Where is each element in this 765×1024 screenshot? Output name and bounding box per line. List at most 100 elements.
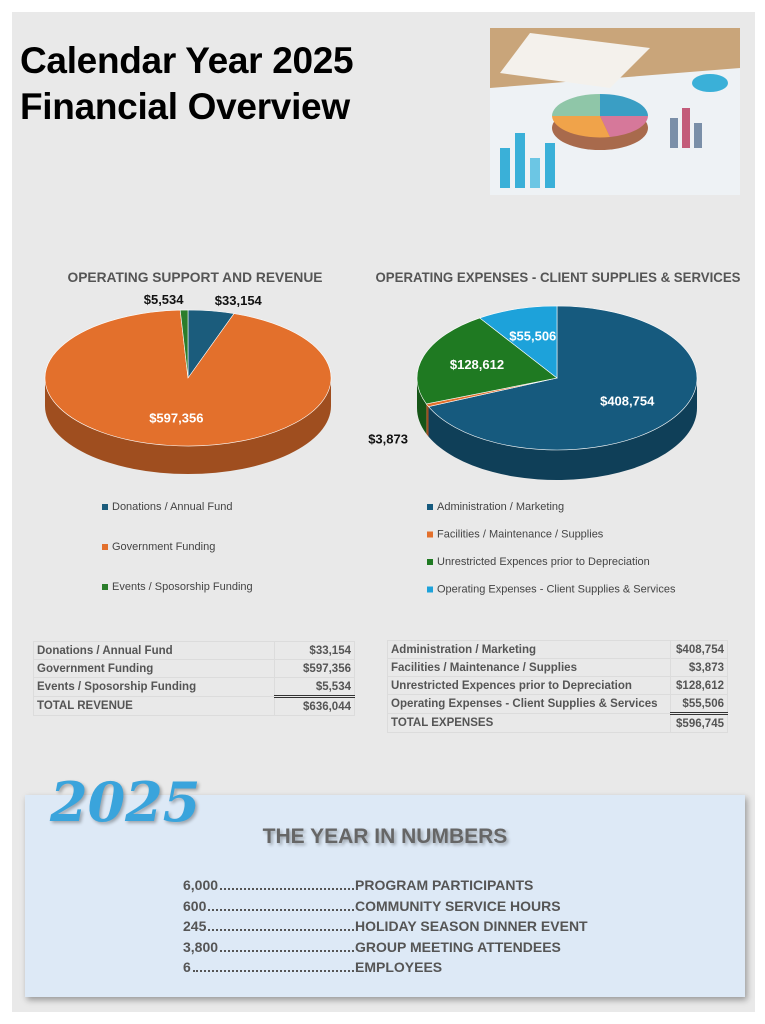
photo-pie bbox=[552, 116, 610, 138]
amount-cell: $33,154 bbox=[274, 641, 355, 660]
legend-label: Administration / Marketing bbox=[437, 501, 564, 513]
amount-cell: $55,506 bbox=[670, 694, 728, 715]
label-cell: Government Funding bbox=[32, 659, 276, 678]
photo-pie bbox=[600, 94, 648, 116]
photo-bar bbox=[694, 123, 702, 148]
slice bbox=[479, 305, 558, 379]
dot-leader bbox=[208, 918, 354, 931]
legend-marker bbox=[427, 586, 433, 593]
number: 3,800 bbox=[183, 938, 219, 955]
table-row: Operating Expenses - Client Supplies & S… bbox=[386, 694, 728, 715]
number-row: 245 HOLIDAY SEASON DINNER EVENT bbox=[183, 918, 588, 939]
legend-label: Unrestricted Expences prior to Depreciat… bbox=[437, 556, 650, 568]
total-row: TOTAL EXPENSES $596,745 bbox=[386, 713, 728, 733]
page-title: Calendar Year 2025 Financial Overview bbox=[20, 38, 354, 130]
number-cell: 6 bbox=[183, 959, 355, 975]
data-label: $128,612 bbox=[450, 357, 504, 372]
amount-cell: $128,612 bbox=[670, 676, 728, 695]
photo-paper bbox=[500, 33, 650, 88]
number-label: PROGRAM PARTICIPANTS bbox=[355, 877, 534, 893]
number: 6 bbox=[183, 959, 191, 975]
data-label: $55,506 bbox=[509, 329, 556, 344]
year-in-numbers: THE YEAR IN NUMBERS 6,000 PROGRAM PARTICI… bbox=[25, 795, 745, 997]
label-cell: Administration / Marketing bbox=[386, 640, 672, 659]
number: 6,000 bbox=[183, 877, 219, 893]
dot-leader bbox=[220, 939, 354, 952]
photo-bar bbox=[530, 158, 540, 188]
photo bbox=[490, 28, 740, 195]
expense-table: Administration / Marketing $408,754 Facili… bbox=[386, 640, 728, 733]
label-cell: Unrestricted Expences prior to Depreciat… bbox=[386, 676, 672, 695]
number-cell: 600 bbox=[183, 898, 355, 914]
title-line: Calendar Year 2025 bbox=[20, 40, 354, 81]
amount-cell: $597,356 bbox=[274, 659, 355, 678]
photo-pie bbox=[600, 116, 648, 137]
legend-label: Government Funding bbox=[112, 541, 215, 553]
legend-label: Donations / Annual Fund bbox=[112, 501, 232, 513]
number-cell: 3,800 bbox=[183, 939, 355, 955]
total-label: TOTAL REVENUE bbox=[32, 696, 276, 716]
table-row: Events / Sposorship Funding $5,534 bbox=[32, 677, 355, 698]
label-cell: Donations / Annual Fund bbox=[32, 641, 276, 660]
legend-label: Operating Expenses - Client Supplies & S… bbox=[437, 584, 676, 596]
title-line: Financial Overview bbox=[20, 86, 350, 127]
number: 600 bbox=[183, 897, 207, 914]
total-row: TOTAL REVENUE $636,044 bbox=[32, 696, 355, 716]
dot-leader bbox=[192, 959, 354, 972]
number-cell: 6,000 bbox=[183, 877, 355, 893]
photo-bar bbox=[515, 133, 525, 188]
section-title: THE YEAR IN NUMBERS bbox=[262, 825, 508, 848]
amount-cell: $5,534 bbox=[274, 677, 355, 698]
data-label: $33,154 bbox=[215, 293, 263, 308]
slice-side bbox=[45, 378, 331, 474]
total-amount: $596,745 bbox=[670, 713, 728, 733]
number-label: EMPLOYEES bbox=[355, 959, 443, 975]
data-label: $3,873 bbox=[368, 431, 408, 446]
number-label: GROUP MEETING ATTENDEES bbox=[355, 938, 561, 955]
year-badge: 2025 bbox=[50, 770, 201, 834]
data-label: $5,534 bbox=[144, 292, 185, 307]
table-row: Administration / Marketing $408,754 bbox=[386, 640, 728, 659]
legend-marker bbox=[102, 544, 108, 550]
chart-title: OPERATING EXPENSES - CLIENT SUPPLIES & S… bbox=[376, 269, 741, 285]
photo-bar bbox=[670, 118, 678, 148]
number-row: 6,000 PROGRAM PARTICIPANTS bbox=[183, 877, 588, 898]
number: 245 bbox=[183, 918, 207, 934]
legend-marker bbox=[102, 584, 108, 590]
amount-cell: $408,754 bbox=[670, 640, 728, 659]
number-row: 600 COMMUNITY SERVICE HOURS bbox=[183, 898, 588, 919]
number-row: 6 EMPLOYEES bbox=[183, 959, 588, 980]
slice bbox=[416, 317, 558, 405]
legend-marker bbox=[427, 559, 433, 565]
number-label: COMMUNITY SERVICE HOURS bbox=[355, 897, 561, 914]
photo-pie bbox=[552, 94, 600, 116]
label-cell: Events / Sposorship Funding bbox=[32, 677, 276, 697]
legend-marker bbox=[427, 531, 433, 538]
photo-bar bbox=[545, 143, 555, 188]
photo-bar bbox=[500, 148, 510, 188]
dot-leader bbox=[208, 898, 354, 911]
table-row: Government Funding $597,356 bbox=[32, 659, 355, 678]
revenue-table: Donations / Annual Fund $33,154 Government… bbox=[32, 641, 355, 716]
legend-label: Facilities / Maintenance / Supplies bbox=[437, 529, 604, 541]
slice-side bbox=[426, 403, 429, 437]
legend-label: Events / Sposorship Funding bbox=[112, 581, 253, 593]
number-cell: 245 bbox=[183, 918, 355, 934]
slice bbox=[44, 309, 332, 447]
data-label: $597,356 bbox=[149, 410, 203, 425]
label-cell: Operating Expenses - Client Supplies & S… bbox=[386, 694, 672, 714]
legend-marker bbox=[427, 504, 433, 510]
photo-bar bbox=[682, 108, 690, 148]
slice bbox=[179, 309, 189, 379]
chart-title: OPERATING SUPPORT AND REVENUE bbox=[68, 269, 323, 285]
number-label: HOLIDAY SEASON DINNER EVENT bbox=[355, 918, 588, 934]
table-row: Facilities / Maintenance / Supplies $3,87… bbox=[386, 658, 728, 677]
total-amount: $636,044 bbox=[274, 696, 355, 716]
data-label: $408,754 bbox=[600, 394, 655, 409]
amount-cell: $3,873 bbox=[670, 658, 728, 677]
label-cell: Facilities / Maintenance / Supplies bbox=[386, 658, 672, 677]
photo-pie bbox=[692, 74, 728, 92]
dot-leader bbox=[220, 877, 354, 890]
table-row: Unrestricted Expences prior to Depreciat… bbox=[386, 676, 728, 695]
